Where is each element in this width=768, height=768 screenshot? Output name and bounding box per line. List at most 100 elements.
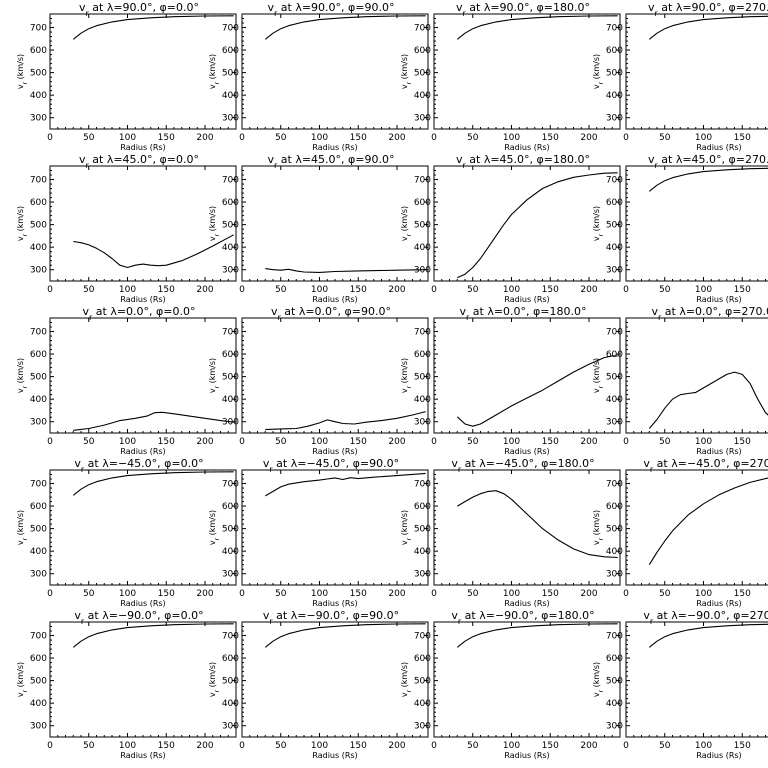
y-tick-label: 300	[606, 570, 623, 580]
panel: 0 50 100 150 200 300 400 500 600 700 vr at λ=45.0°…	[400, 153, 621, 304]
series-line	[72, 471, 234, 496]
x-tick-label: 50	[275, 741, 287, 751]
x-axis-label: Radius (Rs)	[504, 447, 549, 456]
series-line	[648, 477, 768, 565]
y-tick-label: 300	[222, 722, 239, 732]
y-tick-label: 500	[30, 373, 47, 383]
y-tick-label: 700	[222, 24, 239, 34]
y-tick-label: 400	[606, 395, 623, 405]
x-tick-label: 100	[311, 741, 328, 751]
x-tick-label: 50	[83, 741, 95, 751]
panel-title: vr at λ=−90.0°, φ=0.0°	[74, 609, 203, 626]
y-tick-label: 600	[222, 654, 239, 664]
x-axis-label: Radius (Rs)	[312, 447, 357, 456]
y-axis-label: vr (km/s)	[592, 510, 605, 545]
y-tick-label: 600	[606, 350, 623, 360]
panel-title: vr at λ=−45.0°, φ=270.0°	[643, 457, 768, 474]
x-tick-label: 100	[503, 741, 520, 751]
x-tick-label: 50	[467, 133, 479, 143]
x-tick-label: 50	[659, 589, 671, 599]
y-tick-label: 700	[30, 480, 47, 490]
y-axis-label: vr (km/s)	[592, 358, 605, 393]
panel: 0 50 100 150 200 300 400 500 600 700 vr at λ=−90.0…	[208, 609, 429, 760]
y-tick-label: 700	[414, 328, 431, 338]
series-line	[265, 268, 426, 273]
y-axis-label: vr (km/s)	[592, 206, 605, 241]
y-tick-label: 600	[606, 46, 623, 56]
panel: 0 50 100 150 200 300 400 500 600 700 vr at λ=90.0°…	[400, 1, 621, 152]
y-tick-label: 500	[30, 221, 47, 231]
panel-title: vr at λ=0.0°, φ=0.0°	[82, 305, 195, 322]
plot-frame	[625, 317, 768, 434]
y-tick-label: 700	[222, 328, 239, 338]
x-tick-label: 150	[734, 437, 751, 447]
x-axis-label: Radius (Rs)	[696, 295, 741, 304]
series-line	[457, 172, 618, 279]
y-tick-label: 400	[30, 91, 47, 101]
plot-frame	[625, 165, 768, 282]
y-tick-label: 700	[222, 480, 239, 490]
x-axis-label: Radius (Rs)	[312, 143, 357, 152]
y-tick-label: 600	[414, 198, 431, 208]
y-tick-label: 600	[414, 350, 431, 360]
x-tick-label: 200	[580, 741, 597, 751]
panel-title: vr at λ=0.0°, φ=180.0°	[459, 305, 586, 322]
x-tick-label: 0	[47, 741, 53, 751]
panel-title: vr at λ=−45.0°, φ=180.0°	[451, 457, 594, 474]
y-tick-label: 300	[414, 418, 431, 428]
series-line	[456, 15, 618, 40]
y-tick-label: 500	[222, 525, 239, 535]
x-tick-label: 200	[196, 741, 213, 751]
x-tick-label: 100	[119, 285, 136, 295]
x-tick-label: 200	[388, 285, 405, 295]
x-tick-label: 0	[47, 285, 53, 295]
y-tick-label: 300	[222, 570, 239, 580]
y-tick-label: 600	[222, 198, 239, 208]
x-tick-label: 150	[542, 741, 559, 751]
y-tick-label: 500	[30, 69, 47, 79]
y-tick-label: 700	[30, 328, 47, 338]
y-axis-label: vr (km/s)	[16, 662, 29, 697]
x-tick-label: 100	[695, 133, 712, 143]
x-axis-label: Radius (Rs)	[504, 599, 549, 608]
x-tick-label: 200	[196, 437, 213, 447]
y-tick-label: 400	[30, 547, 47, 557]
x-axis-label: Radius (Rs)	[696, 751, 741, 760]
y-tick-label: 700	[414, 480, 431, 490]
x-tick-label: 50	[659, 437, 671, 447]
x-tick-label: 150	[350, 589, 367, 599]
x-tick-label: 0	[623, 133, 629, 143]
y-tick-label: 400	[414, 699, 431, 709]
y-tick-label: 600	[414, 654, 431, 664]
y-tick-label: 700	[222, 632, 239, 642]
y-tick-label: 300	[606, 418, 623, 428]
y-tick-label: 500	[606, 373, 623, 383]
x-tick-label: 200	[388, 133, 405, 143]
y-tick-label: 700	[606, 480, 623, 490]
x-tick-label: 50	[659, 133, 671, 143]
x-axis-label: Radius (Rs)	[312, 751, 357, 760]
y-tick-label: 700	[30, 24, 47, 34]
y-tick-label: 300	[222, 418, 239, 428]
panel-title: vr at λ=90.0°, φ=0.0°	[79, 1, 199, 18]
y-tick-label: 600	[30, 654, 47, 664]
y-axis-label: vr (km/s)	[208, 510, 221, 545]
panel: 0 50 100 150 200 300 400 500 600 700 vr at λ=45.0°…	[16, 153, 237, 304]
x-tick-label: 50	[659, 741, 671, 751]
x-tick-label: 50	[83, 437, 95, 447]
series-line	[648, 167, 768, 192]
x-tick-label: 100	[119, 589, 136, 599]
y-tick-label: 700	[606, 632, 623, 642]
series-line	[265, 472, 426, 497]
y-axis-label: vr (km/s)	[400, 510, 413, 545]
y-tick-label: 400	[30, 395, 47, 405]
series-line	[264, 623, 426, 648]
y-tick-label: 700	[606, 24, 623, 34]
y-axis-label: vr (km/s)	[16, 54, 29, 89]
series-line	[264, 15, 426, 40]
x-tick-label: 50	[83, 133, 95, 143]
x-tick-label: 50	[275, 285, 287, 295]
